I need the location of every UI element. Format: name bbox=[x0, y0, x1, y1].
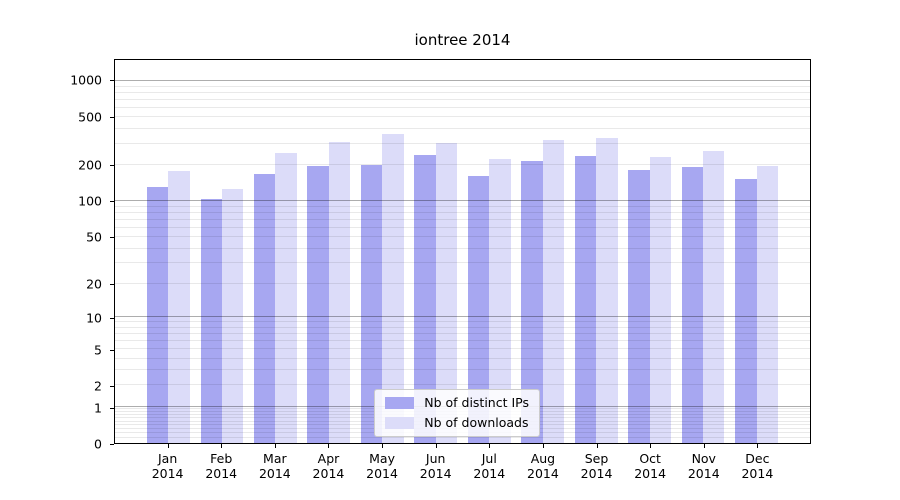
x-tick-label-aug: Aug 2014 bbox=[527, 451, 559, 481]
bar-jan-downloads bbox=[168, 171, 190, 443]
x-axis: Jan 2014 Feb 2014 Mar 2014 Apr 2014 May 2014… bbox=[114, 451, 811, 491]
bar-nov-downloads bbox=[703, 150, 725, 443]
bar-aug-ips bbox=[521, 160, 543, 443]
legend: Nb of distinct IPs Nb of downloads bbox=[374, 389, 540, 437]
bar-sep-downloads bbox=[596, 138, 618, 443]
x-tick-mark bbox=[274, 444, 276, 448]
chart-title: iontree 2014 bbox=[414, 31, 511, 49]
y-axis: 0 1 2 5 10 20 50 100 200 500 1000 bbox=[0, 59, 104, 452]
x-tick-mark bbox=[489, 444, 491, 448]
y-tick-label: 1000 bbox=[70, 72, 102, 88]
y-tick-mark bbox=[110, 407, 114, 409]
x-tick-label-apr: Apr 2014 bbox=[312, 451, 345, 481]
x-tick-label-jul: Jul 2014 bbox=[473, 451, 506, 481]
y-tick-label: 100 bbox=[78, 193, 102, 209]
x-tick-mark bbox=[435, 444, 437, 448]
bar-jul-downloads bbox=[489, 158, 511, 443]
x-tick-mark bbox=[596, 444, 598, 448]
legend-swatch-icon bbox=[385, 397, 415, 409]
y-tick-mark bbox=[110, 201, 114, 203]
bar-mar-downloads bbox=[275, 153, 297, 443]
legend-item-downloads: Nb of downloads bbox=[385, 416, 529, 430]
x-tick-label-jun: Jun 2014 bbox=[419, 451, 452, 481]
y-tick-mark bbox=[110, 237, 114, 239]
x-tick-label-oct: Oct 2014 bbox=[634, 451, 667, 481]
x-tick-label-mar: Mar 2014 bbox=[258, 451, 291, 481]
x-tick-mark bbox=[703, 444, 705, 448]
bar-feb-downloads bbox=[221, 188, 244, 443]
bar-may-ips bbox=[360, 164, 383, 443]
y-tick-label: 10 bbox=[86, 310, 102, 326]
legend-label: Nb of downloads bbox=[424, 415, 529, 430]
bar-aug-downloads bbox=[542, 139, 565, 443]
x-tick-label-may: May 2014 bbox=[366, 451, 398, 481]
legend-item-ips: Nb of distinct IPs bbox=[385, 396, 529, 410]
y-tick-label: 0 bbox=[94, 436, 102, 452]
x-tick-mark bbox=[382, 444, 384, 448]
y-tick-label: 1 bbox=[94, 400, 102, 415]
bar-nov-ips bbox=[681, 166, 704, 443]
y-tick-label: 500 bbox=[78, 109, 102, 125]
x-tick-mark bbox=[221, 444, 223, 448]
bar-apr-ips bbox=[307, 165, 329, 443]
x-tick-label-dec: Dec 2014 bbox=[741, 451, 774, 481]
bar-may-downloads bbox=[382, 134, 404, 443]
bar-mar-ips bbox=[254, 174, 276, 443]
bar-apr-downloads bbox=[328, 141, 351, 443]
y-tick-label: 2 bbox=[94, 378, 102, 394]
x-tick-mark bbox=[757, 444, 759, 448]
bar-dec-ips bbox=[735, 178, 757, 443]
bar-jul-ips bbox=[467, 175, 490, 443]
x-tick-label-jan: Jan 2014 bbox=[151, 451, 184, 481]
y-tick-mark bbox=[110, 317, 114, 319]
bar-sep-ips bbox=[574, 155, 597, 443]
x-tick-mark bbox=[328, 444, 330, 448]
bar-jan-ips bbox=[147, 187, 169, 443]
x-tick-label-nov: Nov 2014 bbox=[687, 451, 720, 481]
y-tick-mark bbox=[110, 444, 114, 445]
y-tick-label: 5 bbox=[94, 342, 102, 358]
y-tick-mark bbox=[110, 164, 114, 166]
bar-feb-ips bbox=[200, 198, 222, 443]
plot-area: Nb of distinct IPs Nb of downloads bbox=[114, 59, 811, 444]
x-tick-label-sep: Sep 2014 bbox=[580, 451, 613, 481]
legend-label: Nb of distinct IPs bbox=[424, 395, 529, 410]
bar-jun-ips bbox=[414, 155, 436, 443]
y-tick-label: 50 bbox=[86, 229, 102, 245]
x-tick-mark bbox=[650, 444, 652, 448]
bars-layer bbox=[115, 60, 810, 443]
legend-swatch-icon bbox=[385, 417, 415, 429]
y-tick-label: 200 bbox=[78, 157, 102, 173]
bar-dec-downloads bbox=[756, 166, 778, 443]
bar-oct-downloads bbox=[649, 156, 671, 443]
bar-oct-ips bbox=[628, 169, 650, 443]
x-tick-mark bbox=[167, 444, 169, 448]
x-tick-label-feb: Feb 2014 bbox=[205, 451, 238, 481]
y-tick-label: 20 bbox=[86, 276, 102, 292]
y-tick-mark bbox=[110, 80, 114, 82]
y-tick-mark bbox=[110, 349, 114, 351]
bar-jun-downloads bbox=[435, 142, 458, 443]
y-tick-mark bbox=[110, 116, 114, 118]
y-tick-mark bbox=[110, 283, 114, 285]
x-tick-mark bbox=[542, 444, 544, 448]
y-tick-mark bbox=[110, 386, 114, 388]
